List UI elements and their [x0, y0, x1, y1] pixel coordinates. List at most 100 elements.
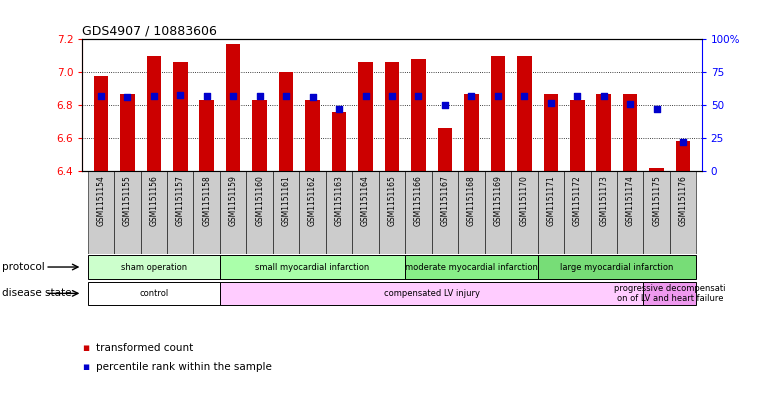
Bar	[88, 281, 220, 305]
Bar	[649, 168, 664, 171]
Bar	[352, 171, 379, 254]
Bar	[385, 62, 399, 171]
Text: GSM1151154: GSM1151154	[96, 175, 105, 226]
Bar	[299, 171, 326, 254]
Bar	[93, 75, 108, 171]
Text: GSM1151171: GSM1151171	[546, 175, 555, 226]
Text: progressive decompensati
on of LV and heart failure: progressive decompensati on of LV and he…	[614, 284, 726, 303]
Text: GSM1151156: GSM1151156	[149, 175, 158, 226]
Text: ◾: ◾	[82, 362, 89, 373]
Bar	[617, 171, 644, 254]
Bar	[226, 44, 241, 171]
Text: GSM1151158: GSM1151158	[202, 175, 211, 226]
Bar	[194, 171, 220, 254]
Text: GSM1151172: GSM1151172	[573, 175, 582, 226]
Point	[147, 93, 160, 99]
Text: GSM1151159: GSM1151159	[229, 175, 238, 226]
Bar	[114, 171, 140, 254]
Bar	[147, 56, 161, 171]
Bar	[326, 171, 352, 254]
Text: GSM1151164: GSM1151164	[361, 175, 370, 226]
Text: moderate myocardial infarction: moderate myocardial infarction	[405, 263, 538, 272]
Text: GSM1151160: GSM1151160	[255, 175, 264, 226]
Point	[227, 93, 239, 99]
Point	[624, 101, 637, 107]
Bar	[644, 281, 696, 305]
Bar	[670, 171, 696, 254]
Bar	[88, 255, 220, 279]
Point	[307, 94, 319, 100]
Point	[174, 92, 187, 98]
Point	[597, 93, 610, 99]
Text: ◾: ◾	[82, 343, 89, 353]
Point	[518, 93, 531, 99]
Text: GSM1151174: GSM1151174	[626, 175, 635, 226]
Bar	[644, 171, 670, 254]
Point	[439, 102, 452, 108]
Bar	[590, 171, 617, 254]
Point	[253, 93, 266, 99]
Bar	[538, 171, 564, 254]
Bar	[199, 100, 214, 171]
Point	[545, 99, 557, 106]
Text: GSM1151170: GSM1151170	[520, 175, 529, 226]
Bar	[246, 171, 273, 254]
Point	[386, 93, 398, 99]
Text: large myocardial infarction: large myocardial infarction	[561, 263, 673, 272]
Point	[677, 139, 689, 145]
Bar	[120, 94, 135, 171]
Bar	[358, 62, 373, 171]
Bar	[491, 56, 505, 171]
Point	[492, 93, 504, 99]
Bar	[597, 94, 611, 171]
Bar	[564, 171, 590, 254]
Text: percentile rank within the sample: percentile rank within the sample	[96, 362, 272, 373]
Bar	[623, 94, 637, 171]
Bar	[279, 72, 293, 171]
Text: protocol: protocol	[2, 262, 45, 272]
Text: GSM1151165: GSM1151165	[387, 175, 397, 226]
Text: GSM1151162: GSM1151162	[308, 175, 317, 226]
Bar	[379, 171, 405, 254]
Bar	[167, 171, 194, 254]
Bar	[411, 59, 426, 171]
Point	[121, 94, 133, 100]
Point	[651, 106, 663, 112]
Text: GSM1151163: GSM1151163	[335, 175, 343, 226]
Bar	[220, 281, 644, 305]
Bar	[220, 255, 405, 279]
Text: sham operation: sham operation	[121, 263, 187, 272]
Text: GDS4907 / 10883606: GDS4907 / 10883606	[82, 24, 217, 37]
Point	[359, 93, 372, 99]
Bar	[220, 171, 246, 254]
Bar	[437, 128, 452, 171]
Text: GSM1151169: GSM1151169	[493, 175, 503, 226]
Text: GSM1151175: GSM1151175	[652, 175, 661, 226]
Bar	[432, 171, 458, 254]
Text: control: control	[139, 289, 169, 298]
Bar	[405, 171, 432, 254]
Text: GSM1151168: GSM1151168	[467, 175, 476, 226]
Point	[201, 93, 213, 99]
Bar	[273, 171, 299, 254]
Bar	[252, 100, 267, 171]
Text: GSM1151167: GSM1151167	[441, 175, 449, 226]
Bar	[485, 171, 511, 254]
Bar	[517, 56, 532, 171]
Text: GSM1151157: GSM1151157	[176, 175, 185, 226]
Point	[280, 93, 292, 99]
Bar	[405, 255, 538, 279]
Bar	[570, 100, 585, 171]
Text: disease state: disease state	[2, 288, 71, 298]
Bar	[511, 171, 538, 254]
Text: GSM1151161: GSM1151161	[281, 175, 291, 226]
Text: small myocardial infarction: small myocardial infarction	[256, 263, 370, 272]
Point	[571, 93, 583, 99]
Text: GSM1151173: GSM1151173	[599, 175, 608, 226]
Bar	[543, 94, 558, 171]
Bar	[173, 62, 187, 171]
Point	[95, 93, 107, 99]
Text: transformed count: transformed count	[96, 343, 194, 353]
Point	[412, 93, 425, 99]
Text: compensated LV injury: compensated LV injury	[383, 289, 480, 298]
